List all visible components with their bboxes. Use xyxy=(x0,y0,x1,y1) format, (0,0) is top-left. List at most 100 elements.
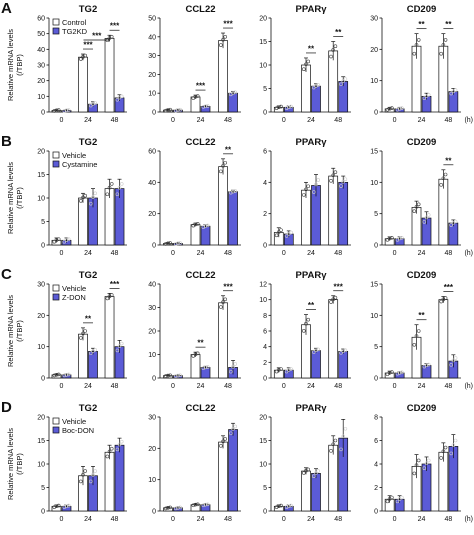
data-point xyxy=(443,172,448,177)
data-point xyxy=(219,169,223,174)
bar-control xyxy=(301,470,311,512)
bar-treated xyxy=(114,444,125,512)
data-point xyxy=(81,195,85,200)
data-point xyxy=(316,469,321,473)
data-point xyxy=(176,505,180,510)
data-point xyxy=(289,367,293,371)
significance-label: ** xyxy=(418,311,425,320)
x-tick-label: 48 xyxy=(444,516,452,523)
data-point xyxy=(163,242,168,246)
x-tick-label: 0 xyxy=(393,117,397,124)
data-point xyxy=(426,362,431,367)
x-tick-label: 48 xyxy=(444,383,452,390)
x-tick-label: 48 xyxy=(334,117,342,124)
data-point xyxy=(168,505,172,510)
y-tick-label: 20 xyxy=(37,149,45,156)
y-tick-label: 10 xyxy=(259,63,267,70)
data-point xyxy=(109,34,114,39)
data-point xyxy=(451,443,456,448)
bar-treated xyxy=(338,181,349,246)
data-point xyxy=(311,190,316,194)
data-point xyxy=(201,105,206,109)
data-point xyxy=(205,223,210,228)
data-point xyxy=(195,351,200,356)
data-point xyxy=(333,295,338,300)
data-point xyxy=(205,502,210,507)
panel-title: TG2 xyxy=(79,4,97,15)
data-point xyxy=(203,224,208,228)
panel-title: TG2 xyxy=(79,270,97,281)
y-tick-label: 20 xyxy=(259,415,267,422)
data-point xyxy=(449,451,453,456)
data-point xyxy=(400,235,404,240)
y-axis-label-line2: (/TBP) xyxy=(15,187,24,209)
data-point xyxy=(173,108,178,113)
legend-swatch xyxy=(52,18,60,26)
data-point xyxy=(412,209,417,213)
data-point xyxy=(341,434,346,439)
data-point xyxy=(56,503,61,508)
panel-title: PPARγ xyxy=(296,270,328,281)
y-tick-label: 10 xyxy=(148,352,156,359)
data-point xyxy=(426,458,431,463)
data-point xyxy=(62,505,67,509)
data-point xyxy=(311,474,316,479)
bar-control xyxy=(301,189,311,246)
data-point xyxy=(331,442,336,447)
data-point xyxy=(279,228,283,232)
x-tick-label: 0 xyxy=(393,516,397,523)
data-point xyxy=(424,363,429,368)
data-point xyxy=(91,195,95,199)
data-point xyxy=(395,499,400,504)
data-point xyxy=(233,362,238,366)
x-tick-label: 24 xyxy=(84,250,92,257)
data-point xyxy=(191,503,196,508)
data-point xyxy=(54,108,59,113)
data-point xyxy=(424,215,429,220)
data-point xyxy=(223,297,228,302)
y-tick-label: 4 xyxy=(263,344,267,351)
bar-treated xyxy=(88,351,98,379)
data-point xyxy=(306,184,311,189)
data-point xyxy=(453,88,458,92)
data-point xyxy=(279,104,283,109)
y-tick-label: 30 xyxy=(148,53,156,60)
data-point xyxy=(412,471,417,476)
data-point xyxy=(205,365,210,369)
data-point xyxy=(276,230,281,234)
data-point xyxy=(193,222,198,227)
data-point xyxy=(233,424,238,429)
y-tick-label: 8 xyxy=(263,313,267,320)
panel-d-2: PPARγ 0 5 10 15 20 0 24 48 xyxy=(259,403,351,523)
data-point xyxy=(107,449,112,454)
data-point xyxy=(83,193,87,198)
bar-control xyxy=(218,166,228,246)
legend-swatch xyxy=(52,417,60,425)
data-point xyxy=(343,177,348,181)
x-tick-label: 0 xyxy=(171,516,175,523)
data-point xyxy=(233,189,238,193)
data-point xyxy=(168,107,172,112)
legend-entry: Boc-DON xyxy=(62,426,94,435)
data-point xyxy=(274,505,279,509)
y-tick-label: 8 xyxy=(374,415,378,422)
data-point xyxy=(64,238,69,242)
y-tick-label: 2 xyxy=(263,360,267,367)
significance-label: *** xyxy=(196,82,206,91)
data-point xyxy=(119,94,124,99)
data-point xyxy=(276,105,281,109)
x-tick-label: 0 xyxy=(60,117,64,124)
x-tick-label: 48 xyxy=(334,516,342,523)
y-tick-label: 10 xyxy=(370,313,378,320)
data-point xyxy=(443,445,448,450)
significance-label-across: *** xyxy=(92,32,102,41)
data-point xyxy=(195,94,200,98)
data-point xyxy=(115,97,120,102)
x-tick-label: 48 xyxy=(111,383,119,390)
data-point xyxy=(329,178,333,183)
y-axis-label-line2: (/TBP) xyxy=(15,320,24,342)
y-tick-label: 10 xyxy=(37,196,45,203)
